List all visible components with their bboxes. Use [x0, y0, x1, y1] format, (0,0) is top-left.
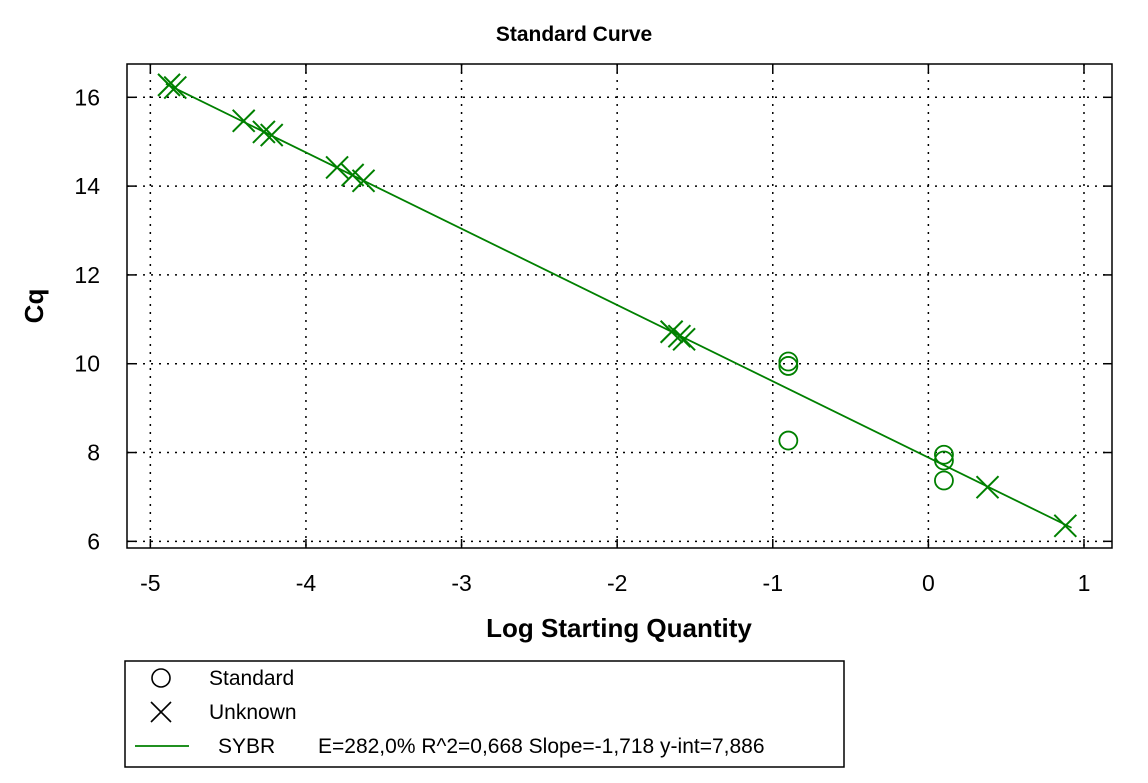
standard-point — [778, 356, 799, 376]
standard-point — [934, 444, 954, 465]
x-tick-label: -1 — [763, 570, 783, 596]
standard-point — [934, 450, 954, 471]
legend-box — [124, 660, 845, 768]
unknown-point — [260, 123, 284, 147]
legend-label-unknown: Unknown — [209, 701, 297, 724]
unknown-point — [1053, 514, 1078, 538]
x-axis-label: Log Starting Quantity — [486, 613, 752, 643]
unknown-point — [157, 73, 181, 97]
legend-label-sybr: SYBR — [218, 735, 275, 758]
legend-circle-icon — [151, 668, 171, 688]
y-tick-label: 14 — [74, 173, 100, 199]
regression-line — [165, 82, 1072, 529]
x-tick-label: -3 — [451, 570, 471, 596]
unknown-point — [252, 120, 276, 144]
x-tick-label: 0 — [922, 570, 935, 596]
legend-stats-text: E=282,0% R^2=0,668 Slope=-1,718 y-int=7,… — [318, 735, 765, 758]
x-tick-label: -4 — [296, 570, 317, 596]
standard-markers — [778, 351, 954, 491]
unknown-point-stroke — [659, 320, 684, 344]
unknown-point-stroke — [163, 75, 187, 100]
unknown-point — [659, 320, 684, 344]
unknown-point — [163, 75, 187, 100]
x-tick-labels: -5 -4 -3 -2 -1 0 1 — [140, 570, 1090, 596]
x-tick-label: -5 — [140, 570, 160, 596]
unknown-point-stroke — [325, 155, 349, 180]
standard-point — [934, 470, 954, 491]
unknown-markers — [157, 73, 1078, 538]
grid-lines — [127, 64, 1112, 548]
unknown-point-stroke — [231, 109, 256, 133]
unknown-point — [340, 163, 365, 187]
unknown-point — [351, 169, 376, 193]
unknown-point — [667, 324, 692, 348]
unknown-point-stroke — [975, 475, 1000, 499]
standard-point — [778, 430, 799, 451]
unknown-point-stroke — [672, 327, 696, 352]
chart-title: Standard Curve — [496, 23, 652, 46]
x-tick-label: -2 — [607, 570, 627, 596]
standard-point — [778, 351, 799, 372]
unknown-point — [975, 475, 1000, 499]
legend: Standard Unknown SYBR E=282,0% R^2=0,668… — [124, 660, 845, 768]
regression-line-layer — [165, 82, 1072, 529]
y-tick-label: 12 — [74, 262, 100, 288]
unknown-point-stroke — [1053, 514, 1078, 538]
y-axis-label: Cq — [19, 289, 49, 324]
unknown-point — [231, 109, 256, 133]
x-tick-label: 1 — [1078, 570, 1091, 596]
legend-x-icon — [150, 701, 172, 723]
y-tick-labels: 6 8 10 12 14 16 — [74, 84, 100, 554]
plot-frame — [126, 63, 1113, 549]
unknown-point-stroke — [340, 163, 365, 187]
unknown-point — [325, 155, 349, 180]
unknown-point-stroke — [157, 73, 181, 97]
unknown-point-stroke — [260, 123, 284, 147]
unknown-point-stroke — [351, 169, 376, 193]
y-tick-label: 16 — [74, 84, 100, 110]
legend-label-standard: Standard — [209, 667, 294, 690]
y-tick-label: 6 — [87, 528, 100, 554]
unknown-point — [672, 327, 696, 352]
unknown-point-stroke — [667, 324, 692, 348]
axis-ticks — [127, 64, 1112, 548]
y-tick-label: 8 — [87, 440, 100, 466]
unknown-point-stroke — [252, 120, 276, 144]
y-tick-label: 10 — [74, 351, 100, 377]
